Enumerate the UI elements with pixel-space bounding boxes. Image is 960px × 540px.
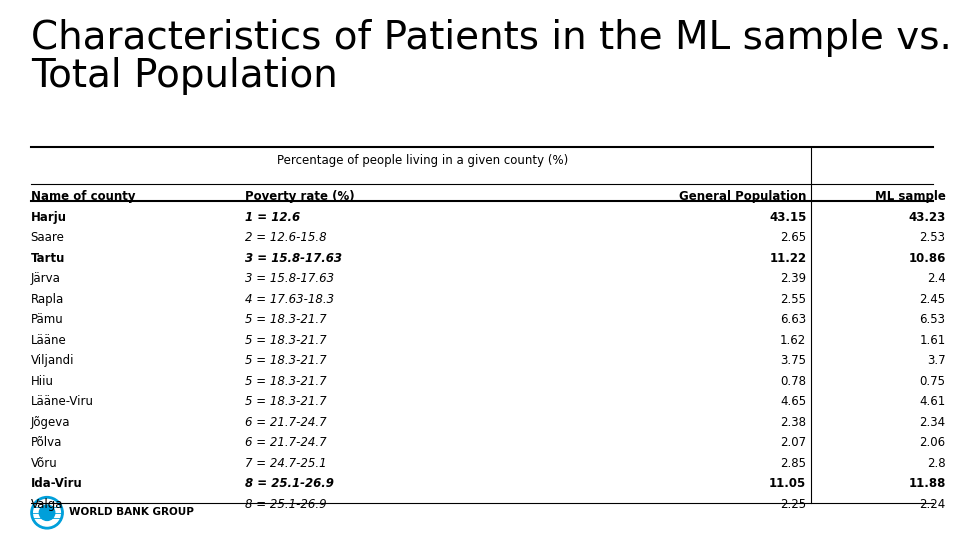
Text: 8 = 25.1-26.9: 8 = 25.1-26.9 [245, 477, 334, 490]
Text: 1 = 12.6: 1 = 12.6 [245, 211, 300, 224]
Text: 1.61: 1.61 [920, 334, 946, 347]
Text: 2.39: 2.39 [780, 272, 806, 285]
Text: 1.62: 1.62 [780, 334, 806, 347]
Text: Võru: Võru [31, 457, 58, 470]
Text: 2.34: 2.34 [920, 416, 946, 429]
Text: 3 = 15.8-17.63: 3 = 15.8-17.63 [245, 272, 334, 285]
Text: Percentage of people living in a given county (%): Percentage of people living in a given c… [276, 154, 568, 167]
Text: 5 = 18.3-21.7: 5 = 18.3-21.7 [245, 334, 326, 347]
Text: 8 = 25.1-26.9: 8 = 25.1-26.9 [245, 498, 326, 511]
Text: 4.61: 4.61 [920, 395, 946, 408]
Text: Harju: Harju [31, 211, 66, 224]
Text: 3.7: 3.7 [927, 354, 946, 367]
Text: Valga: Valga [31, 498, 63, 511]
Text: 7 = 24.7-25.1: 7 = 24.7-25.1 [245, 457, 326, 470]
Text: 2.53: 2.53 [920, 231, 946, 244]
Text: 2.45: 2.45 [920, 293, 946, 306]
Text: 10.86: 10.86 [908, 252, 946, 265]
Text: ML sample: ML sample [875, 190, 946, 203]
Text: 2.38: 2.38 [780, 416, 806, 429]
Text: 3 = 15.8-17.63: 3 = 15.8-17.63 [245, 252, 342, 265]
Text: Viljandi: Viljandi [31, 354, 74, 367]
Text: 11.22: 11.22 [769, 252, 806, 265]
Text: 0.75: 0.75 [920, 375, 946, 388]
Text: Pämu: Pämu [31, 313, 63, 326]
Text: 2.85: 2.85 [780, 457, 806, 470]
Text: 2.07: 2.07 [780, 436, 806, 449]
Text: 5 = 18.3-21.7: 5 = 18.3-21.7 [245, 395, 326, 408]
Text: Lääne-Viru: Lääne-Viru [31, 395, 94, 408]
Text: Ida-Viru: Ida-Viru [31, 477, 83, 490]
Text: 6.53: 6.53 [920, 313, 946, 326]
Text: 2.24: 2.24 [920, 498, 946, 511]
Text: Total Population: Total Population [31, 57, 338, 94]
Text: 6 = 21.7-24.7: 6 = 21.7-24.7 [245, 416, 326, 429]
Text: Rapla: Rapla [31, 293, 64, 306]
Circle shape [39, 505, 55, 521]
Text: 2.65: 2.65 [780, 231, 806, 244]
Text: 2 = 12.6-15.8: 2 = 12.6-15.8 [245, 231, 326, 244]
Text: Poverty rate (%): Poverty rate (%) [245, 190, 354, 203]
Text: 3.75: 3.75 [780, 354, 806, 367]
Text: Name of county: Name of county [31, 190, 135, 203]
Text: Lääne: Lääne [31, 334, 66, 347]
Text: Põlva: Põlva [31, 436, 62, 449]
Text: Hiiu: Hiiu [31, 375, 54, 388]
Text: 2.8: 2.8 [927, 457, 946, 470]
Text: 11.05: 11.05 [769, 477, 806, 490]
Text: Tartu: Tartu [31, 252, 65, 265]
Text: 43.15: 43.15 [769, 211, 806, 224]
Text: 6.63: 6.63 [780, 313, 806, 326]
Text: 4 = 17.63-18.3: 4 = 17.63-18.3 [245, 293, 334, 306]
Circle shape [31, 497, 63, 529]
Text: 5 = 18.3-21.7: 5 = 18.3-21.7 [245, 375, 326, 388]
Text: 4.65: 4.65 [780, 395, 806, 408]
Text: 11.88: 11.88 [908, 477, 946, 490]
Text: 6 = 21.7-24.7: 6 = 21.7-24.7 [245, 436, 326, 449]
Text: Jõgeva: Jõgeva [31, 416, 70, 429]
Text: 2.06: 2.06 [920, 436, 946, 449]
Text: 5 = 18.3-21.7: 5 = 18.3-21.7 [245, 354, 326, 367]
Text: 2.55: 2.55 [780, 293, 806, 306]
Text: 0.78: 0.78 [780, 375, 806, 388]
Text: WORLD BANK GROUP: WORLD BANK GROUP [69, 507, 194, 517]
Text: 2.25: 2.25 [780, 498, 806, 511]
Text: 2.4: 2.4 [926, 272, 946, 285]
Text: Characteristics of Patients in the ML sample vs.: Characteristics of Patients in the ML sa… [31, 19, 951, 57]
Circle shape [34, 500, 60, 526]
Text: 5 = 18.3-21.7: 5 = 18.3-21.7 [245, 313, 326, 326]
Text: 43.23: 43.23 [908, 211, 946, 224]
Text: General Population: General Population [679, 190, 806, 203]
Text: Järva: Järva [31, 272, 60, 285]
Text: Saare: Saare [31, 231, 64, 244]
